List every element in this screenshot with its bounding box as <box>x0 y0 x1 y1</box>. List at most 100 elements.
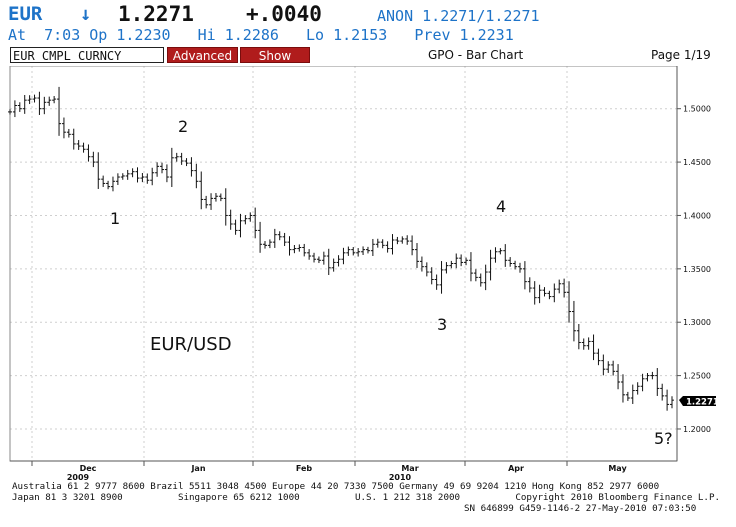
price-bar <box>331 258 336 272</box>
price-bar <box>213 193 218 202</box>
x-tick-label: May <box>608 464 627 473</box>
price-bar <box>616 364 621 390</box>
price-bar <box>101 175 106 187</box>
price-bar <box>258 221 263 253</box>
price-bar <box>439 261 444 294</box>
price-bar <box>277 231 282 241</box>
price-bar <box>179 152 184 165</box>
chart-grid <box>10 66 677 461</box>
y-tick-label: 1.4000 <box>683 211 711 220</box>
price-bar <box>665 389 670 411</box>
x-tick-label: Dec <box>80 464 97 473</box>
price-bar <box>591 334 596 361</box>
price-bar <box>370 238 375 257</box>
price-bar <box>17 102 22 112</box>
price-bar <box>552 283 557 303</box>
price-bar <box>571 300 576 342</box>
price-bar <box>218 193 223 202</box>
price-bar <box>135 167 140 183</box>
price-bar <box>32 94 37 103</box>
price-bar <box>542 287 547 297</box>
ticker-field[interactable]: EUR CMPL CURNCY <box>10 47 164 63</box>
x-tick-label: Mar <box>401 464 418 473</box>
price-bar <box>611 360 616 376</box>
page-indicator[interactable]: Page 1/19 <box>651 48 711 62</box>
year-label: 2009 <box>67 473 90 481</box>
price-bar <box>282 232 287 247</box>
price-bar <box>272 228 277 248</box>
price-bar <box>91 151 96 168</box>
last-price: 1.2271 <box>118 2 194 26</box>
price-bar <box>400 236 405 244</box>
price-bar <box>115 173 120 186</box>
price-bar <box>71 128 76 150</box>
price-bar <box>655 368 660 396</box>
price-bar <box>483 264 488 291</box>
footer-line-3: SN 646899 G459-1146-2 27-May-2010 07:03:… <box>464 503 697 514</box>
price-bar <box>375 238 380 248</box>
advanced-button[interactable]: Advanced <box>167 47 238 63</box>
x-axis-ticks: Dec Jan Feb Mar Apr May 2009 2010 <box>31 461 627 481</box>
price-bar <box>670 396 674 409</box>
quote-details-line: At 7:03 Op 1.2230 Hi 1.2286 Lo 1.2153 Pr… <box>8 26 514 44</box>
wave-label-5: 5? <box>654 429 673 448</box>
price-bar <box>110 176 115 192</box>
price-bar <box>356 248 361 257</box>
y-tick-label: 1.2000 <box>683 425 711 434</box>
price-bar <box>326 248 331 276</box>
price-bar <box>223 188 228 226</box>
y-axis-ticks: 1.5000 1.4500 1.4000 1.3500 1.3000 1.2500 1.20… <box>677 105 711 434</box>
graph-title: GPO - Bar Chart <box>428 48 524 62</box>
price-bar <box>635 382 640 395</box>
price-bar <box>27 95 32 105</box>
footer-line-1: Australia 61 2 9777 8600 Brazil 5511 304… <box>12 481 660 492</box>
last-price-marker: 1.2271 <box>679 396 719 407</box>
price-bar <box>513 260 518 270</box>
price-bar <box>297 244 302 252</box>
price-bar <box>454 253 459 269</box>
price-bar <box>449 260 454 269</box>
price-bar <box>321 251 326 265</box>
price-bar <box>581 338 586 350</box>
price-bar <box>336 255 341 267</box>
x-tick-label: Jan <box>190 464 205 473</box>
footer-line-2: Japan 81 3 3201 8900 Singapore 65 6212 1… <box>12 492 721 503</box>
price-bar <box>96 152 101 189</box>
price-bar <box>125 169 130 180</box>
price-bar <box>302 243 307 257</box>
net-change: +.0040 <box>246 2 322 26</box>
price-bar <box>351 247 356 256</box>
price-bar <box>238 213 243 238</box>
quote-header: EUR ↓ 1.2271 +.0040 ANON 1.2271/1.2271 <box>0 0 736 28</box>
price-bar <box>429 267 434 285</box>
price-bar <box>537 284 542 304</box>
bar-chart: 1.5000 1.4500 1.4000 1.3500 1.3000 1.2500 1.20… <box>8 66 719 481</box>
price-bars <box>8 86 674 411</box>
price-bar <box>473 269 478 282</box>
y-tick-label: 1.5000 <box>683 105 711 114</box>
price-bar <box>47 96 52 106</box>
price-bar <box>660 383 665 401</box>
price-bar <box>169 147 174 187</box>
price-bar <box>184 158 189 167</box>
show-button[interactable]: Show <box>240 47 310 63</box>
price-bar <box>292 244 297 254</box>
price-bar <box>248 212 253 222</box>
price-bar <box>380 239 385 249</box>
price-bar <box>527 277 532 293</box>
price-bar <box>410 235 415 256</box>
price-bar <box>81 142 86 153</box>
price-bar <box>508 257 513 267</box>
price-bar <box>145 173 150 184</box>
price-bar <box>444 262 449 274</box>
price-bar <box>405 235 410 245</box>
price-bar <box>42 96 47 115</box>
price-bar <box>106 180 111 190</box>
price-bar <box>346 246 351 256</box>
price-bar <box>596 348 601 366</box>
price-bar <box>233 219 238 235</box>
price-bar <box>228 209 233 230</box>
price-bar <box>130 168 135 178</box>
price-bar <box>620 374 625 403</box>
price-bar <box>606 361 611 373</box>
